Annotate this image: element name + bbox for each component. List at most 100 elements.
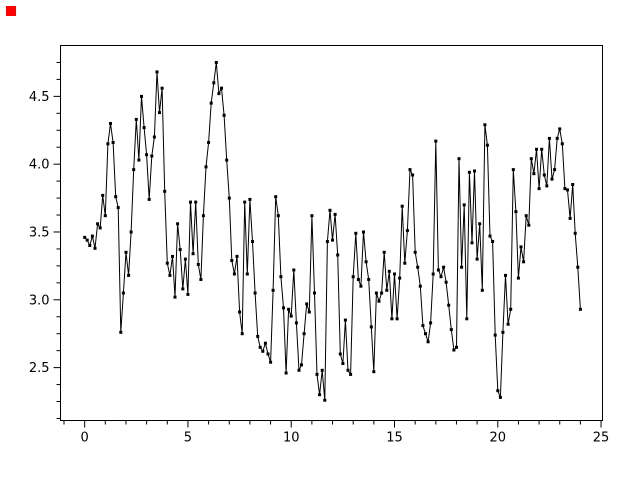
data-point-marker bbox=[189, 200, 192, 204]
y-tick-label: 2.5 bbox=[29, 361, 50, 376]
data-point-marker bbox=[263, 341, 267, 345]
data-point-marker bbox=[485, 143, 489, 147]
data-point-marker bbox=[385, 288, 389, 292]
data-point-marker bbox=[328, 208, 332, 212]
data-point-marker bbox=[199, 278, 203, 281]
data-point-marker bbox=[571, 183, 575, 186]
data-point-marker bbox=[439, 275, 443, 279]
data-point-marker bbox=[271, 288, 275, 292]
data-point-marker bbox=[527, 223, 531, 227]
data-point-marker bbox=[436, 268, 440, 272]
data-point-marker bbox=[522, 260, 526, 264]
data-point-marker bbox=[331, 238, 334, 242]
data-point-marker bbox=[269, 360, 273, 364]
data-point-marker bbox=[176, 222, 180, 226]
data-point-marker bbox=[114, 195, 118, 199]
data-point-marker bbox=[134, 117, 138, 121]
data-point-marker bbox=[96, 222, 100, 226]
data-point-marker bbox=[132, 168, 136, 172]
data-point-marker bbox=[325, 240, 329, 243]
data-point-marker bbox=[116, 206, 120, 210]
data-point-marker bbox=[475, 257, 479, 261]
data-point-marker bbox=[266, 352, 270, 356]
x-tick-label: 25 bbox=[593, 431, 610, 446]
data-point-marker bbox=[83, 235, 87, 239]
data-point-marker bbox=[359, 284, 363, 288]
data-point-marker bbox=[196, 263, 200, 266]
data-point-marker bbox=[496, 389, 500, 393]
data-point-marker bbox=[204, 165, 208, 169]
data-point-marker bbox=[576, 265, 580, 269]
data-point-marker bbox=[173, 295, 177, 299]
data-point-marker bbox=[393, 272, 396, 276]
data-point-marker bbox=[411, 173, 415, 177]
data-point-marker bbox=[103, 214, 107, 218]
data-point-marker bbox=[186, 292, 190, 296]
data-point-marker bbox=[478, 222, 482, 226]
data-point-marker bbox=[341, 362, 345, 365]
data-point-marker bbox=[178, 248, 182, 252]
data-point-marker bbox=[537, 187, 541, 191]
data-point-marker bbox=[511, 168, 515, 172]
data-point-marker bbox=[85, 238, 89, 242]
data-point-marker bbox=[563, 187, 567, 191]
data-point-marker bbox=[127, 273, 131, 277]
data-point-marker bbox=[121, 291, 125, 295]
data-point-marker bbox=[124, 250, 128, 254]
data-point-marker bbox=[165, 261, 169, 265]
data-point-marker bbox=[483, 123, 487, 127]
data-point-marker bbox=[183, 257, 187, 261]
data-point-marker bbox=[413, 250, 417, 254]
data-point-marker bbox=[232, 272, 236, 276]
data-point-marker bbox=[465, 317, 469, 321]
data-point-marker bbox=[230, 259, 234, 262]
data-point-marker bbox=[253, 291, 257, 295]
data-point-marker bbox=[480, 288, 484, 292]
data-point-marker bbox=[129, 230, 133, 234]
data-point-marker bbox=[408, 168, 412, 172]
data-point-marker bbox=[467, 170, 471, 174]
data-point-marker bbox=[493, 333, 497, 337]
data-point-marker bbox=[460, 265, 464, 269]
data-point-marker bbox=[194, 200, 198, 204]
data-point-marker bbox=[462, 203, 466, 207]
data-point-marker bbox=[542, 173, 546, 177]
data-point-marker bbox=[315, 372, 319, 376]
data-point-marker bbox=[555, 136, 559, 140]
data-point-marker bbox=[323, 398, 327, 402]
data-point-marker bbox=[147, 197, 151, 201]
data-point-marker bbox=[333, 212, 337, 216]
data-point-marker bbox=[501, 330, 505, 334]
data-point-marker bbox=[282, 306, 285, 310]
data-point-marker bbox=[258, 345, 262, 349]
data-point-marker bbox=[222, 113, 226, 117]
data-point-marker bbox=[356, 278, 360, 281]
data-point-marker bbox=[245, 272, 249, 276]
data-point-marker bbox=[442, 265, 446, 269]
data-point-marker bbox=[338, 352, 342, 356]
data-point-marker bbox=[336, 253, 340, 257]
data-point-marker bbox=[274, 195, 278, 199]
data-point-marker bbox=[256, 334, 260, 338]
data-point-marker bbox=[434, 139, 438, 143]
data-point-marker bbox=[529, 157, 533, 161]
data-point-marker bbox=[217, 92, 221, 96]
data-point-marker bbox=[491, 240, 495, 243]
data-point-marker bbox=[387, 269, 391, 273]
data-point-marker bbox=[431, 272, 435, 276]
data-point-marker bbox=[405, 229, 409, 233]
data-point-marker bbox=[400, 204, 404, 208]
data-point-marker bbox=[279, 275, 283, 279]
data-point-marker bbox=[90, 234, 94, 238]
data-point-marker bbox=[444, 280, 448, 284]
data-point-marker bbox=[160, 86, 164, 90]
data-point-marker bbox=[209, 101, 213, 105]
data-point-marker bbox=[374, 291, 378, 295]
data-point-marker bbox=[261, 349, 265, 353]
data-point-marker bbox=[524, 214, 528, 218]
data-point-marker bbox=[152, 135, 156, 139]
data-point-marker bbox=[111, 141, 115, 144]
data-point-marker bbox=[519, 245, 523, 249]
